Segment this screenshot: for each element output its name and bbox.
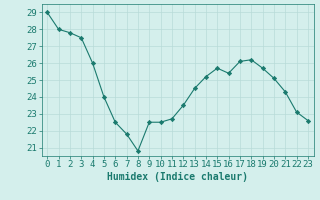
X-axis label: Humidex (Indice chaleur): Humidex (Indice chaleur)	[107, 172, 248, 182]
